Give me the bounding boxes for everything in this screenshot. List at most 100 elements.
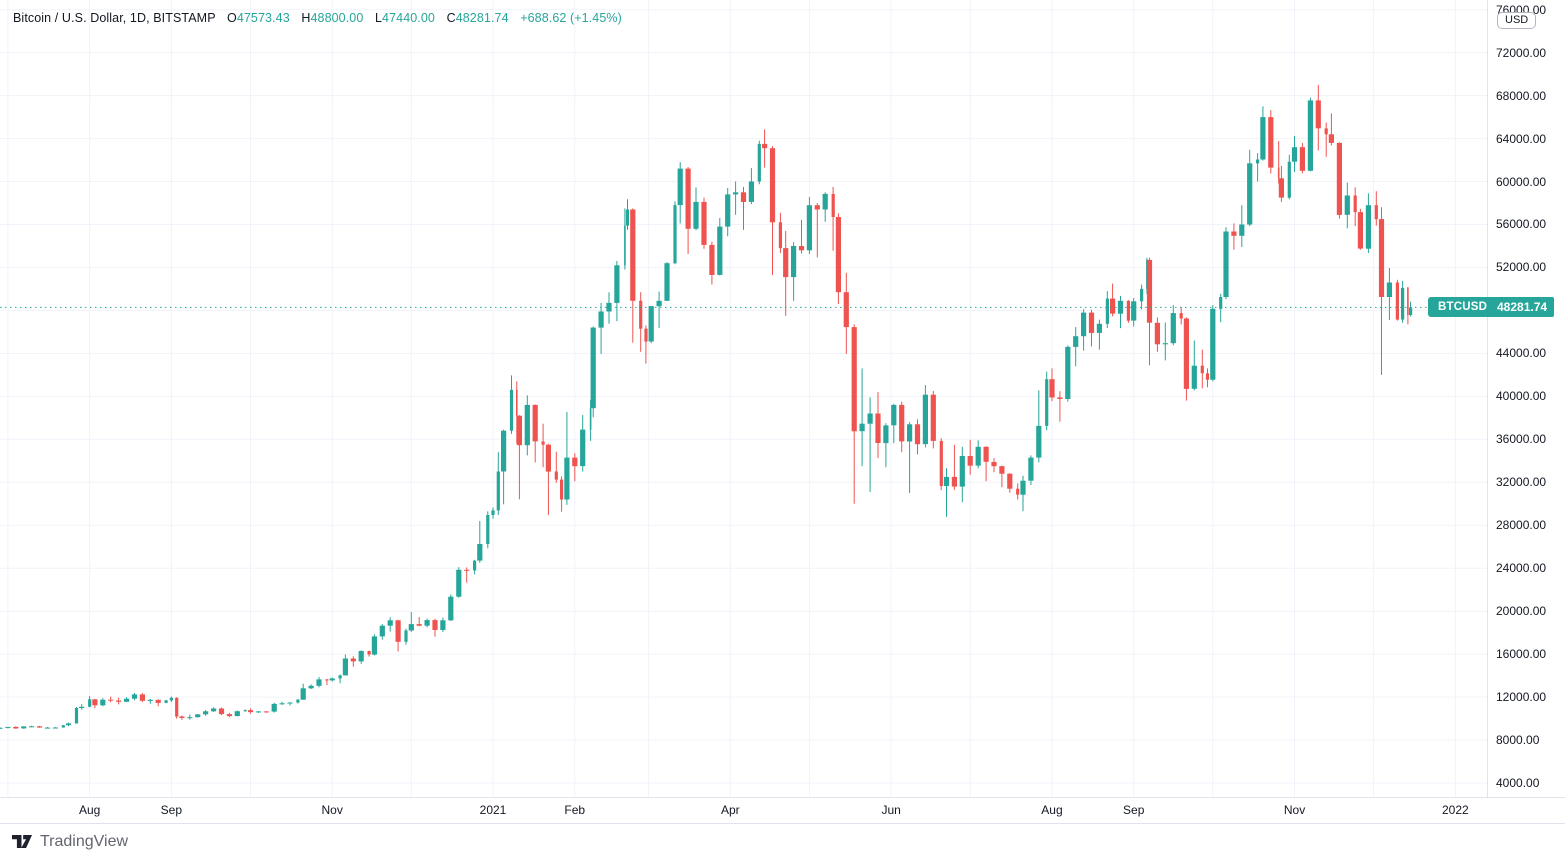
price-tick-label: 8000.00 [1496, 733, 1540, 748]
time-tick-label: Sep [1123, 803, 1145, 817]
candle-up [1365, 193, 1371, 253]
candle-down [1353, 187, 1357, 227]
time-tick-label: Nov [1283, 803, 1306, 817]
candle-up [822, 192, 828, 222]
candle-down [554, 451, 558, 483]
candle-down [1154, 317, 1160, 352]
candle-up [1096, 319, 1102, 350]
close-value: 48281.74 [455, 11, 509, 25]
price-tick-label: 32000.00 [1496, 475, 1547, 490]
candle-up [187, 714, 193, 720]
candle-up [1028, 455, 1034, 485]
candle-up [29, 725, 35, 728]
candles [0, 84, 1413, 729]
candle-up [404, 628, 408, 645]
candle-up [448, 594, 454, 622]
candle-up [316, 677, 322, 688]
time-axis[interactable]: Aug Sep Nov 2021 Feb Apr Jun Aug Sep Nov 2022 [0, 797, 1565, 824]
candle-up [338, 674, 342, 684]
candle-down [939, 438, 943, 491]
candle-up [296, 698, 300, 704]
candle-up [1239, 205, 1245, 247]
candle-up [733, 181, 739, 215]
open-label: O [226, 11, 237, 25]
candle-up [424, 618, 430, 628]
candle-down [1378, 207, 1385, 375]
candle-up [598, 302, 604, 354]
candle-down [1407, 286, 1409, 325]
candle-down [835, 213, 841, 304]
candle-up [614, 261, 620, 322]
candle-up [300, 683, 306, 700]
candle-up [61, 725, 65, 728]
time-tick-label: Aug [78, 803, 101, 817]
candle-up [922, 385, 928, 448]
open-value: 47573.43 [236, 11, 290, 25]
candlestick-chart[interactable] [0, 0, 1487, 797]
candle-up [693, 187, 699, 231]
candle-up [234, 710, 240, 717]
candle-up [1140, 284, 1144, 310]
candle-up [1307, 97, 1313, 172]
time-tick-label: 2022 [1442, 803, 1469, 817]
currency-toggle-badge[interactable]: USD [1497, 12, 1537, 29]
candle-up [1131, 298, 1137, 327]
candle-up [5, 726, 11, 729]
candle-up [1065, 345, 1071, 402]
time-tick-label: 2021 [479, 803, 507, 817]
candle-down [1179, 306, 1183, 325]
candle-down [175, 697, 179, 719]
candle-up [791, 242, 797, 301]
candle-up [867, 397, 873, 492]
candle-up [748, 168, 754, 205]
candle-down [560, 476, 564, 512]
candle-down [1183, 317, 1189, 401]
chart-plot-area[interactable]: Bitcoin / U.S. Dollar, 1D, BITSTAMP O475… [0, 0, 1498, 797]
candle-down [247, 708, 254, 714]
candle-up [477, 521, 483, 563]
candle-up [1170, 305, 1176, 346]
symbol-title: Bitcoin / U.S. Dollar, 1D, BITSTAMP [13, 11, 216, 25]
candle-up [883, 423, 889, 468]
candle-up [625, 199, 630, 230]
high-label: H [301, 11, 311, 25]
symbol-price-flag: BTCUSD [1428, 297, 1498, 318]
candle-up [124, 697, 130, 702]
candle-up [1409, 301, 1413, 317]
tradingview-brand-text[interactable]: TradingView [40, 832, 129, 850]
price-tick-label: 60000.00 [1496, 174, 1547, 189]
price-tick-label: 16000.00 [1496, 647, 1547, 662]
candle-up [164, 700, 168, 704]
candle-down [108, 696, 114, 703]
time-tick-label: Jun [881, 803, 901, 817]
candle-down [1016, 483, 1020, 500]
price-tick-label: 56000.00 [1496, 217, 1547, 232]
tradingview-logo-icon[interactable] [11, 834, 33, 850]
candle-down [1146, 257, 1153, 366]
candle-down [914, 419, 921, 455]
candle-up [131, 693, 138, 701]
candle-down [644, 325, 648, 364]
candle-up [65, 722, 72, 727]
candle-up [486, 511, 490, 549]
candle-up [203, 710, 209, 716]
candle-up [1081, 309, 1087, 351]
candle-up [859, 368, 865, 467]
candle-up [564, 411, 570, 505]
candle-up [1260, 106, 1266, 161]
candle-up [677, 162, 683, 224]
candle-up [590, 326, 596, 418]
candle-down [1299, 142, 1305, 174]
candle-up [287, 702, 293, 706]
candle-up [0, 727, 3, 729]
last-price-label: 48281.74 [1490, 297, 1555, 318]
candle-up [1386, 268, 1392, 321]
price-axis[interactable]: USD 48281.74 76000.00 72000.00 68000.00 640… [1487, 0, 1565, 797]
candle-down [930, 391, 936, 449]
candle-up [648, 306, 654, 344]
candle-down [1110, 283, 1116, 317]
candle-down [155, 699, 161, 707]
candle-down [1231, 223, 1237, 250]
low-label: L [374, 11, 383, 25]
